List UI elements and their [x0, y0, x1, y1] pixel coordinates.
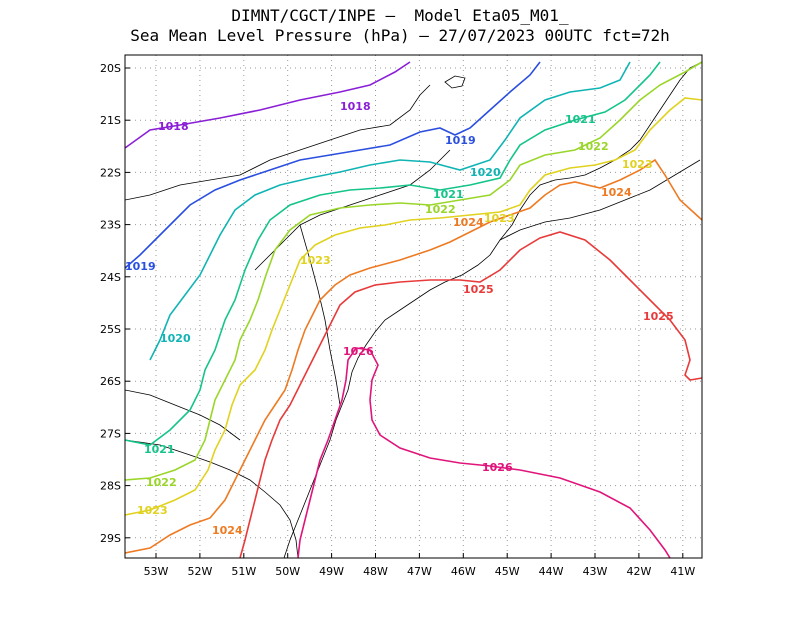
- contour-1026: [297, 347, 671, 559]
- contour-label: 1021: [565, 113, 596, 126]
- x-tick-label: 46W: [451, 565, 476, 578]
- x-tick-label: 51W: [231, 565, 256, 578]
- x-tick-label: 52W: [187, 565, 212, 578]
- x-tick-label: 47W: [407, 565, 432, 578]
- y-tick-label: 29S: [100, 532, 121, 545]
- y-tick-label: 21S: [100, 114, 121, 127]
- contour-label: 1024: [212, 524, 243, 537]
- x-tick-label: 45W: [495, 565, 520, 578]
- grid: [125, 55, 702, 558]
- coastline: [124, 61, 703, 559]
- contour-label: 1018: [158, 120, 189, 133]
- contour-label: 1021: [144, 443, 175, 456]
- contour-1021: [124, 61, 661, 446]
- contour-1018: [124, 61, 411, 149]
- x-tick-label: 53W: [144, 565, 169, 578]
- coastline-path: [283, 61, 703, 559]
- contour-label: 1020: [470, 166, 501, 179]
- contour-1023: [124, 97, 703, 516]
- contour-label: 1020: [160, 332, 191, 345]
- contour-label: 1023: [622, 158, 653, 171]
- contour-1025: [239, 231, 703, 559]
- border-path-4: [124, 84, 431, 201]
- contour-layer: [124, 61, 703, 559]
- x-tick-label: 41W: [670, 565, 695, 578]
- border-path-3: [299, 224, 341, 406]
- map-frame: [124, 54, 703, 559]
- contour-1019: [124, 61, 541, 269]
- contour-label: 1019: [445, 134, 476, 147]
- title-line-1: DIMNT/CGCT/INPE – Model Eta05_M01_: [231, 6, 569, 25]
- contour-labels: 1018 1018 1019 1019 1020 1020 1021 1021 …: [125, 100, 674, 537]
- y-tick-label: 24S: [100, 271, 121, 284]
- contour-label: 1024: [601, 186, 632, 199]
- y-tick-label: 23S: [100, 219, 121, 232]
- x-tick-label: 50W: [275, 565, 300, 578]
- contour-label: 1018: [340, 100, 371, 113]
- contour-label: 1022: [146, 476, 177, 489]
- contour-label: 1021: [433, 188, 464, 201]
- contour-label: 1023: [300, 254, 331, 267]
- contour-label: 1019: [125, 260, 156, 273]
- x-tick-label: 49W: [319, 565, 344, 578]
- contour-label: 1022: [578, 140, 609, 153]
- x-axis: 53W 52W 51W 50W 49W 48W 47W 46W 45W 44W 43W 42W 41W: [144, 553, 695, 578]
- contour-label: 1026: [343, 345, 374, 358]
- contour-label: 1023: [484, 212, 515, 225]
- contour-label: 1025: [643, 310, 674, 323]
- y-tick-label: 20S: [100, 62, 121, 75]
- contour-1020: [149, 61, 631, 361]
- x-tick-label: 43W: [583, 565, 608, 578]
- island-path: [444, 75, 466, 89]
- contour-label: 1022: [425, 203, 456, 216]
- contour-label: 1026: [482, 461, 513, 474]
- y-tick-label: 26S: [100, 375, 121, 388]
- y-tick-label: 22S: [100, 166, 121, 179]
- contour-label: 1024: [453, 216, 484, 229]
- border-path-2: [124, 439, 299, 559]
- y-tick-label: 25S: [100, 323, 121, 336]
- y-axis: 20S 21S 22S 23S 24S 25S 26S 27S 28S 29S: [100, 62, 130, 545]
- contour-label: 1023: [137, 504, 168, 517]
- y-tick-label: 27S: [100, 427, 121, 440]
- x-tick-label: 44W: [539, 565, 564, 578]
- contour-1024: [124, 158, 703, 554]
- border-path-5: [124, 389, 241, 441]
- x-tick-label: 48W: [363, 565, 388, 578]
- title-line-2: Sea Mean Level Pressure (hPa) – 27/07/20…: [130, 26, 670, 45]
- contour-1022: [124, 61, 703, 481]
- x-tick-label: 42W: [626, 565, 651, 578]
- contour-label: 1025: [463, 283, 494, 296]
- y-tick-label: 28S: [100, 480, 121, 493]
- border-path-6: [499, 159, 701, 241]
